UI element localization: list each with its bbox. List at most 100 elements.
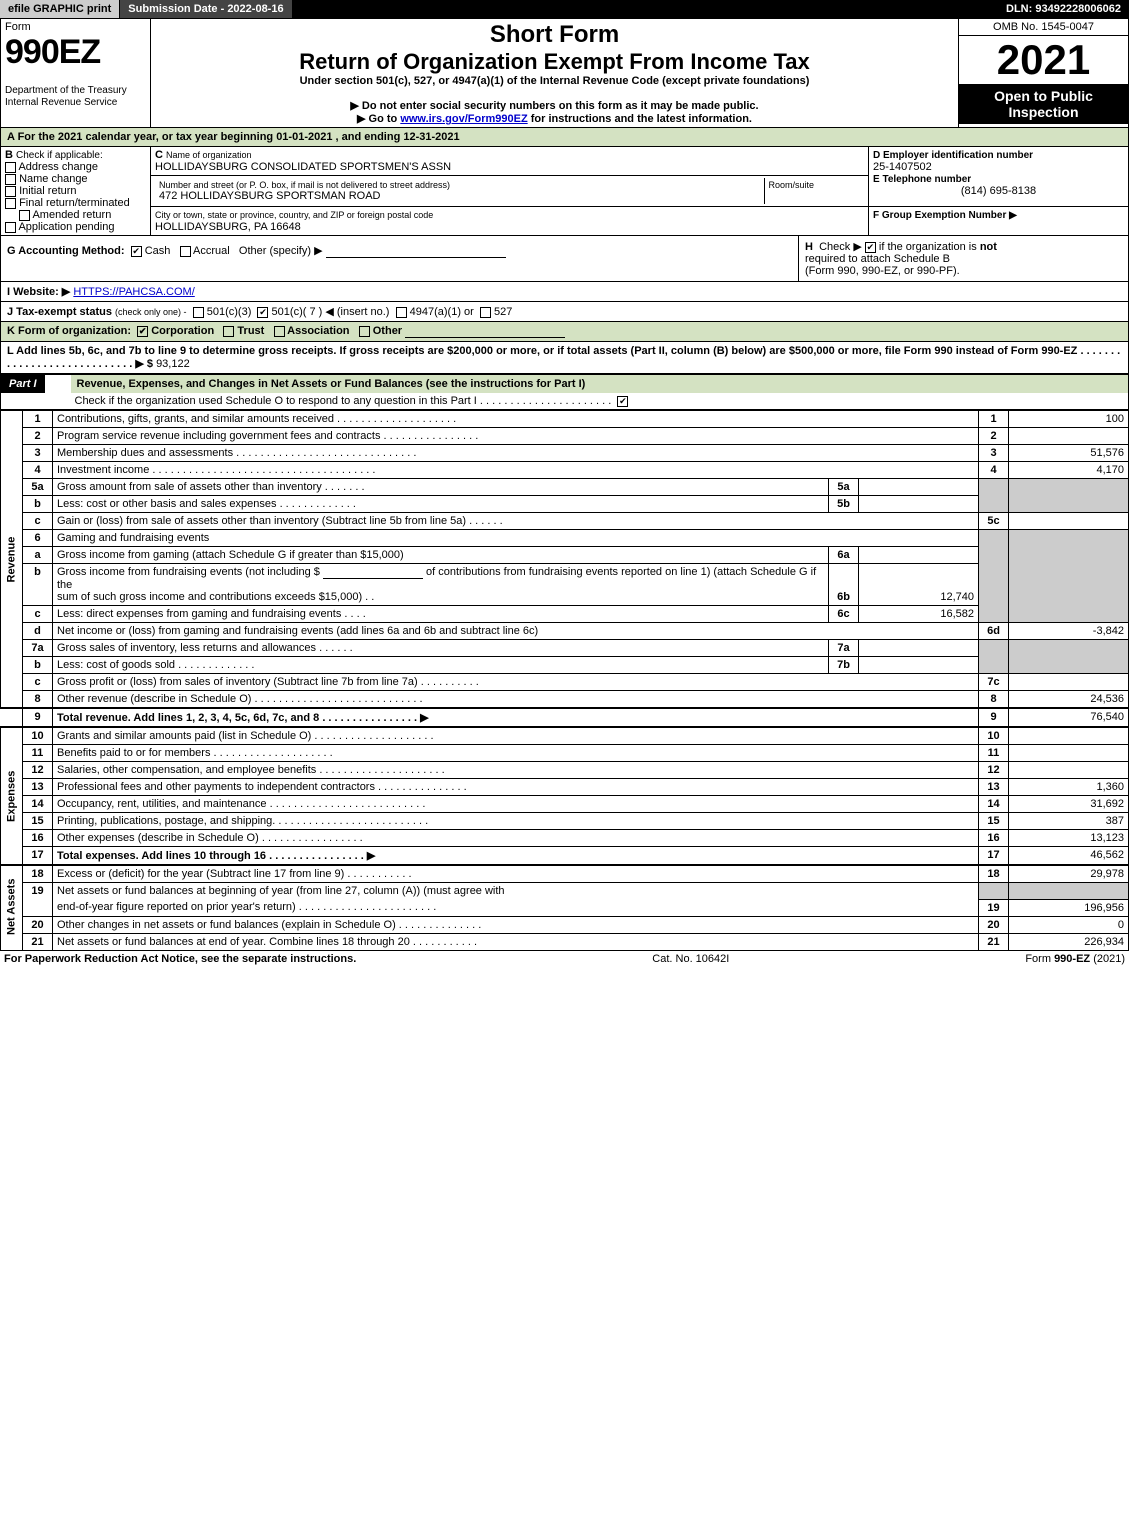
shaded-cell	[979, 479, 1009, 513]
line-16-amt: 13,123	[1009, 830, 1129, 847]
checkbox-association[interactable]	[274, 326, 285, 337]
line-6b-ibox: 6b	[829, 564, 859, 606]
checkbox-501c[interactable]: ✔	[257, 307, 268, 318]
opt-amended-return: Amended return	[32, 209, 111, 221]
box-b-letter: B	[5, 149, 13, 161]
shaded-cell	[979, 640, 1009, 674]
tax-year: 2021	[959, 36, 1128, 84]
line-3-amt: 51,576	[1009, 445, 1129, 462]
checkbox-application-pending[interactable]: Application pending	[5, 221, 146, 233]
line-9-desc: Total revenue. Add lines 1, 2, 3, 4, 5c,…	[53, 708, 979, 727]
line-2-num: 2	[23, 428, 53, 445]
box-g-label: G Accounting Method:	[7, 245, 125, 257]
line-6b-iamt: 12,740	[859, 564, 979, 606]
box-c-addr-label: Number and street (or P. O. box, if mail…	[159, 180, 450, 190]
line-1-amt: 100	[1009, 411, 1129, 428]
line-6b-desc: Gross income from fundraising events (no…	[53, 564, 829, 606]
org-name: HOLLIDAYSBURG CONSOLIDATED SPORTSMEN'S A…	[155, 161, 451, 173]
line-15-box: 15	[979, 813, 1009, 830]
line-11-amt	[1009, 745, 1129, 762]
top-bar: efile GRAPHIC print Submission Date - 20…	[0, 0, 1129, 18]
line-9-num: 9	[23, 708, 53, 727]
efile-print-label[interactable]: efile GRAPHIC print	[0, 0, 120, 18]
line-7a-num: 7a	[23, 640, 53, 657]
shaded-cell	[979, 530, 1009, 623]
line-5c-num: c	[23, 513, 53, 530]
note-goto-pre: ▶ Go to	[357, 113, 400, 125]
line-15-desc: Printing, publications, postage, and shi…	[53, 813, 979, 830]
checkbox-accrual[interactable]	[180, 246, 191, 257]
line-5a-iamt	[859, 479, 979, 496]
opt-527: 527	[494, 306, 512, 318]
checkbox-schedule-b[interactable]: ✔	[865, 242, 876, 253]
irs-link[interactable]: www.irs.gov/Form990EZ	[400, 113, 527, 125]
checkbox-corporation[interactable]: ✔	[137, 326, 148, 337]
box-h-text3: required to attach Schedule B	[805, 253, 950, 265]
line-4-amt: 4,170	[1009, 462, 1129, 479]
page-footer: For Paperwork Reduction Act Notice, see …	[0, 951, 1129, 967]
box-l-row: L Add lines 5b, 6c, and 7b to line 9 to …	[0, 342, 1129, 374]
checkbox-amended-return[interactable]: Amended return	[5, 209, 146, 221]
line-10-num: 10	[23, 727, 53, 745]
checkbox-final-return[interactable]: Final return/terminated	[5, 197, 146, 209]
line-5a-num: 5a	[23, 479, 53, 496]
checkbox-4947[interactable]	[396, 307, 407, 318]
line-14-amt: 31,692	[1009, 796, 1129, 813]
line-5b-num: b	[23, 496, 53, 513]
line-7b-num: b	[23, 657, 53, 674]
checkbox-initial-return[interactable]: Initial return	[5, 185, 146, 197]
opt-4947: 4947(a)(1) or	[410, 306, 474, 318]
line-12-desc: Salaries, other compensation, and employ…	[53, 762, 979, 779]
line-15-num: 15	[23, 813, 53, 830]
line-16-box: 16	[979, 830, 1009, 847]
checkbox-schedule-o[interactable]: ✔	[617, 396, 628, 407]
line-18-box: 18	[979, 865, 1009, 883]
checkbox-name-change[interactable]: Name change	[5, 173, 146, 185]
checkbox-527[interactable]	[480, 307, 491, 318]
line-12-box: 12	[979, 762, 1009, 779]
checkbox-501c3[interactable]	[193, 307, 204, 318]
checkbox-address-change[interactable]: Address change	[5, 161, 146, 173]
footer-left: For Paperwork Reduction Act Notice, see …	[4, 953, 356, 965]
submission-date: Submission Date - 2022-08-16	[120, 0, 291, 18]
line-5a-desc: Gross amount from sale of assets other t…	[53, 479, 829, 496]
line-6d-num: d	[23, 623, 53, 640]
line-5b-desc: Less: cost or other basis and sales expe…	[53, 496, 829, 513]
gross-receipts-value: 93,122	[156, 358, 190, 370]
line-17-box: 17	[979, 847, 1009, 866]
line-6c-desc: Less: direct expenses from gaming and fu…	[53, 606, 829, 623]
line-2-desc: Program service revenue including govern…	[53, 428, 979, 445]
org-city: HOLLIDAYSBURG, PA 16648	[155, 221, 301, 233]
line-16-desc: Other expenses (describe in Schedule O) …	[53, 830, 979, 847]
line-17-amt: 46,562	[1009, 847, 1129, 866]
line-18-num: 18	[23, 865, 53, 883]
line-7c-desc: Gross profit or (loss) from sales of inv…	[53, 674, 979, 691]
line-5b-iamt	[859, 496, 979, 513]
line-6d-amt: -3,842	[1009, 623, 1129, 640]
note-goto: ▶ Go to www.irs.gov/Form990EZ for instru…	[155, 112, 954, 125]
box-h-text2: if the organization is	[879, 241, 977, 253]
checkbox-cash[interactable]: ✔	[131, 246, 142, 257]
box-c-name-label: Name of organization	[166, 150, 252, 160]
line-3-num: 3	[23, 445, 53, 462]
opt-501c: 501(c)( 7 ) ◀ (insert no.)	[272, 306, 390, 318]
ein-value: 25-1407502	[873, 161, 932, 173]
note-ssn: ▶ Do not enter social security numbers o…	[155, 99, 954, 112]
line-21-num: 21	[23, 933, 53, 950]
opt-501c3: 501(c)(3)	[207, 306, 252, 318]
line-7a-desc: Gross sales of inventory, less returns a…	[53, 640, 829, 657]
shaded-cell	[1009, 640, 1129, 674]
checkbox-trust[interactable]	[223, 326, 234, 337]
line-10-desc: Grants and similar amounts paid (list in…	[53, 727, 979, 745]
line-6b-num: b	[23, 564, 53, 606]
footer-right-form: 990-EZ	[1054, 953, 1090, 965]
line-21-box: 21	[979, 933, 1009, 950]
shaded-cell	[1009, 479, 1129, 513]
checkbox-other-org[interactable]	[359, 326, 370, 337]
shaded-cell	[979, 883, 1009, 900]
website-link[interactable]: HTTPS://PAHCSA.COM/	[73, 286, 194, 298]
opt-accrual: Accrual	[193, 245, 230, 257]
box-e-label: E Telephone number	[873, 174, 971, 185]
form-label: Form	[5, 21, 31, 33]
part1-check-text: Check if the organization used Schedule …	[75, 395, 612, 407]
